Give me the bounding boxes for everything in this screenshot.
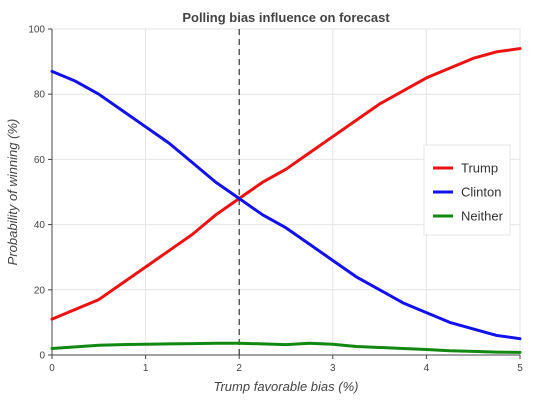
x-tick-label-0: 0 [49,363,55,374]
legend-label-neither: Neither [461,209,504,224]
x-tick-label-4: 4 [424,363,430,374]
x-tick-label-3: 3 [330,363,336,374]
y-tick-label-5: 100 [28,25,45,36]
y-tick-label-2: 40 [34,220,46,231]
y-tick-label-1: 20 [34,285,46,296]
series-line-neither [50,341,522,354]
x-tick-label-2: 2 [236,363,242,374]
y-axis-ticks: 0 20 40 60 80 100 [28,25,53,362]
series-line-clinton [50,69,522,341]
x-tick-label-1: 1 [143,363,149,374]
legend: Trump Clinton Neither [423,144,511,236]
y-tick-label-0: 0 [39,351,45,362]
y-axis-label: Probability of winning (%) [5,119,20,266]
legend-label-trump: Trump [461,161,498,176]
y-tick-label-4: 80 [34,90,46,101]
legend-label-clinton: Clinton [461,185,501,200]
x-tick-label-5: 5 [517,363,523,374]
legend-box [423,144,511,236]
y-tick-label-3: 60 [34,155,46,166]
x-axis-label: Trump favorable bias (%) [214,379,359,394]
series-line-trump [50,47,522,321]
chart-title: Polling bias influence on forecast [182,10,390,25]
x-axis-ticks: 0 1 2 3 4 5 [49,354,523,374]
series-lines [50,47,522,354]
